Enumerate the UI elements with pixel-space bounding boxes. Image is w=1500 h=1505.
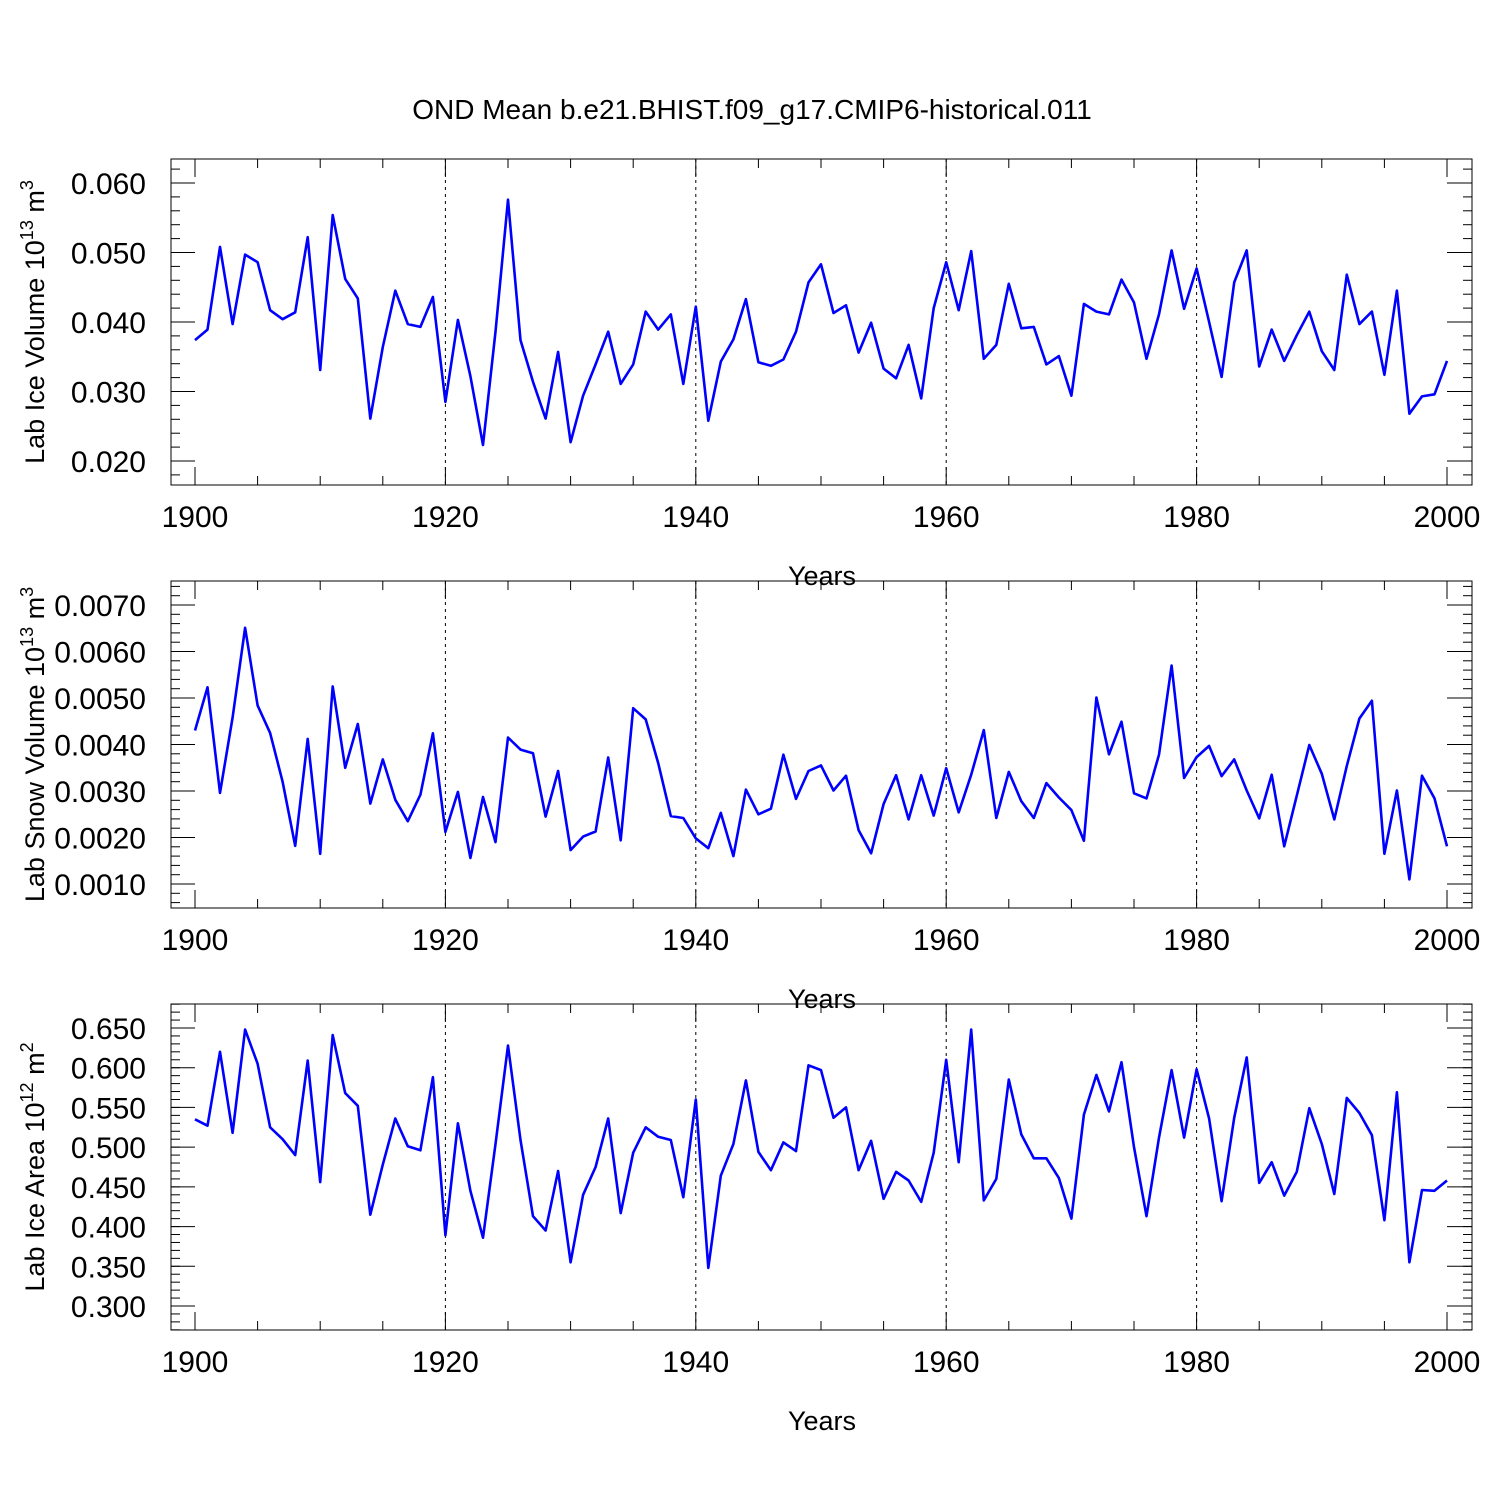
x-tick-label-0-0: 1900 <box>162 501 229 534</box>
x-tick-label-1-5: 2000 <box>1414 924 1481 957</box>
x-tick-label-0-4: 1980 <box>1163 501 1230 534</box>
y-tick-label-0-0: 0.020 <box>71 446 146 479</box>
y-tick-label-2-7: 0.650 <box>71 1013 146 1046</box>
x-tick-label-2-2: 1940 <box>662 1346 729 1379</box>
y-tick-label-1-0: 0.0010 <box>54 869 146 902</box>
x-tick-label-1-0: 1900 <box>162 924 229 957</box>
y-tick-label-1-3: 0.0040 <box>54 730 146 763</box>
plot-frame-0 <box>170 158 1473 486</box>
y-tick-label-2-0: 0.300 <box>71 1291 146 1324</box>
x-tick-label-2-4: 1980 <box>1163 1346 1230 1379</box>
series-line-1-0 <box>193 626 1449 881</box>
y-tick-label-0-3: 0.050 <box>71 238 146 271</box>
plot-frame-1 <box>170 580 1473 909</box>
y-tick-label-0-1: 0.030 <box>71 377 146 410</box>
x-tick-label-2-3: 1960 <box>913 1346 980 1379</box>
x-tick-label-0-3: 1960 <box>913 501 980 534</box>
x-axis-label-1: Years <box>788 984 856 1014</box>
x-tick-label-2-1: 1920 <box>412 1346 479 1379</box>
x-tick-label-0-5: 2000 <box>1414 501 1481 534</box>
y-tick-label-1-5: 0.0060 <box>54 637 146 670</box>
y-tick-label-2-1: 0.350 <box>71 1251 146 1284</box>
x-axis-label-0: Years <box>788 561 856 591</box>
x-tick-label-2-5: 2000 <box>1414 1346 1481 1379</box>
y-tick-label-1-1: 0.0020 <box>54 823 146 856</box>
x-tick-label-0-1: 1920 <box>412 501 479 534</box>
y-tick-label-0-4: 0.060 <box>71 168 146 201</box>
y-tick-label-2-5: 0.550 <box>71 1092 146 1125</box>
y-tick-label-2-3: 0.450 <box>71 1172 146 1205</box>
x-axis-label-2: Years <box>788 1406 856 1436</box>
x-tick-label-1-3: 1960 <box>913 924 980 957</box>
y-axis-label-0: Lab Ice Volume 1013 m3 <box>17 180 50 464</box>
y-tick-label-1-2: 0.0030 <box>54 776 146 809</box>
series-line-2-0 <box>194 1028 1448 1270</box>
x-tick-label-1-4: 1980 <box>1163 924 1230 957</box>
x-tick-label-2-0: 1900 <box>162 1346 229 1379</box>
x-tick-label-1-2: 1940 <box>662 924 729 957</box>
y-axis-label-2: Lab Ice Area 1012 m2 <box>17 1042 50 1291</box>
y-tick-label-1-6: 0.0070 <box>54 590 146 623</box>
series-line-0-0 <box>194 198 1449 447</box>
y-tick-label-2-6: 0.600 <box>71 1053 146 1086</box>
y-tick-label-1-4: 0.0050 <box>54 683 146 716</box>
y-axis-label-1: Lab Snow Volume 1013 m3 <box>17 587 50 902</box>
x-tick-label-1-1: 1920 <box>412 924 479 957</box>
y-tick-label-2-4: 0.500 <box>71 1132 146 1165</box>
plot-frame-2 <box>170 1003 1473 1331</box>
y-tick-label-0-2: 0.040 <box>71 307 146 340</box>
x-tick-label-0-2: 1940 <box>662 501 729 534</box>
chart-title: OND Mean b.e21.BHIST.f09_g17.CMIP6-histo… <box>412 94 1092 125</box>
y-tick-label-2-2: 0.400 <box>71 1212 146 1245</box>
